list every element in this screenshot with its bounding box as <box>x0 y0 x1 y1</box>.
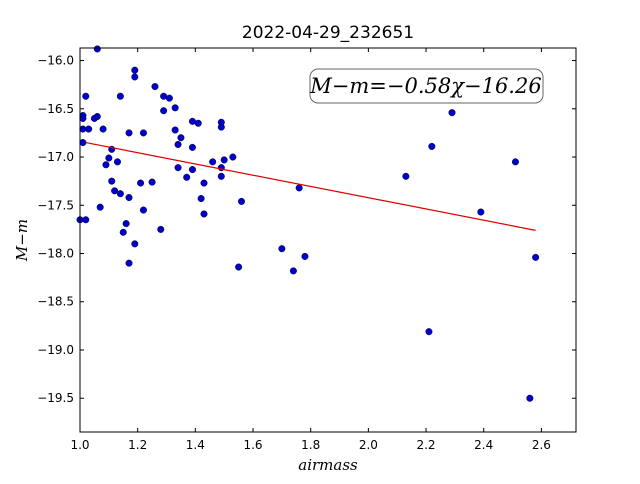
point <box>477 208 485 216</box>
point <box>278 245 286 253</box>
point <box>116 92 124 100</box>
point <box>160 107 168 115</box>
point <box>301 252 309 260</box>
point <box>96 203 104 211</box>
point <box>209 158 217 166</box>
point <box>220 156 228 164</box>
point <box>125 259 133 267</box>
point <box>99 125 107 133</box>
point <box>111 187 119 195</box>
point <box>151 83 159 91</box>
point <box>188 143 196 151</box>
annotation-box <box>309 68 544 104</box>
point <box>131 240 139 248</box>
point <box>79 114 87 122</box>
point <box>82 216 90 224</box>
point <box>116 190 124 198</box>
y-tick-label: −19.0 <box>37 343 74 357</box>
point <box>137 179 145 187</box>
point <box>177 134 185 142</box>
point <box>289 267 297 275</box>
point <box>235 263 243 271</box>
point <box>102 161 110 169</box>
point <box>532 253 540 261</box>
point <box>148 178 156 186</box>
point <box>171 126 179 134</box>
point <box>90 114 98 122</box>
point <box>174 164 182 172</box>
point <box>131 73 139 81</box>
point <box>157 225 165 233</box>
point <box>194 119 202 127</box>
point <box>171 104 179 112</box>
x-tick-label: 2.0 <box>359 438 378 452</box>
point <box>113 158 121 166</box>
point <box>526 394 534 402</box>
point <box>217 172 225 180</box>
point <box>428 142 436 150</box>
point <box>295 184 303 192</box>
point <box>229 153 237 161</box>
point <box>139 206 147 214</box>
point <box>425 328 433 336</box>
point <box>448 109 456 117</box>
annotation: M−m=−0.58χ−16.26 <box>309 74 541 98</box>
point <box>119 228 127 236</box>
point <box>85 125 93 133</box>
x-tick-label: 1.6 <box>243 438 262 452</box>
point <box>105 154 113 162</box>
point <box>217 123 225 131</box>
y-tick-label: −17.5 <box>37 198 74 212</box>
y-tick-label: −17.0 <box>37 150 74 164</box>
x-tick-label: 1.2 <box>128 438 147 452</box>
point <box>125 129 133 137</box>
plot-area <box>76 45 540 402</box>
point <box>82 92 90 100</box>
y-tick-label: −18.5 <box>37 295 74 309</box>
y-axis-label: M−m <box>13 219 31 262</box>
point <box>237 197 245 205</box>
point <box>200 210 208 218</box>
chart-title: 2022-04-29_232651 <box>242 23 414 43</box>
x-tick-label: 2.2 <box>416 438 435 452</box>
x-tick-label: 1.8 <box>301 438 320 452</box>
y-tick-label: −19.5 <box>37 391 74 405</box>
point <box>122 220 130 228</box>
y-tick-label: −16.5 <box>37 102 74 116</box>
point <box>200 179 208 187</box>
point <box>511 158 519 166</box>
point <box>131 66 139 74</box>
point <box>174 140 182 148</box>
point <box>165 94 173 102</box>
point <box>402 172 410 180</box>
point <box>93 45 101 53</box>
point <box>183 173 191 181</box>
point <box>197 195 205 203</box>
point <box>108 177 116 185</box>
point <box>125 194 133 202</box>
y-tick-label: −18.0 <box>37 247 74 261</box>
x-axis-label: airmass <box>298 456 358 474</box>
point <box>79 139 87 147</box>
point <box>188 166 196 174</box>
x-tick-label: 2.4 <box>474 438 493 452</box>
x-tick-label: 1.0 <box>70 438 89 452</box>
x-tick-label: 1.4 <box>186 438 205 452</box>
y-tick-label: −16.0 <box>37 54 74 68</box>
x-tick-label: 2.6 <box>532 438 551 452</box>
fit-line <box>85 141 536 231</box>
point <box>139 129 147 137</box>
axes-frame <box>79 47 577 433</box>
